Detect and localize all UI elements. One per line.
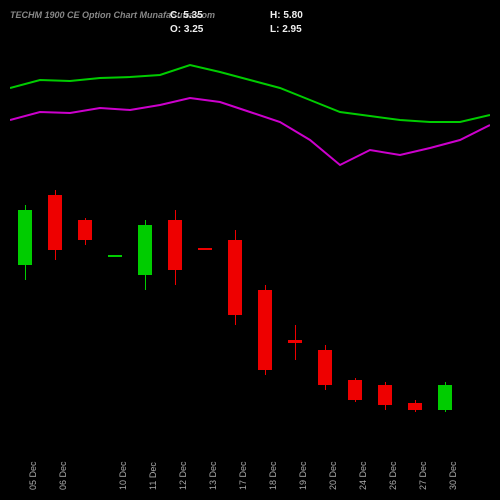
- x-axis-labels: 05 Dec 06 Dec 10 Dec 11 Dec 12 Dec 13 Dec 17 D…: [10, 455, 490, 495]
- x-axis-label: 10 Dec: [118, 461, 128, 490]
- candle-body: [138, 225, 152, 275]
- candle-body: [408, 403, 422, 410]
- x-axis-label: 19 Dec: [298, 461, 308, 490]
- candle-body: [168, 220, 182, 270]
- x-axis-label: 26 Dec: [388, 461, 398, 490]
- x-axis-label: 11 Dec: [148, 462, 158, 490]
- x-axis-label: 13 Dec: [208, 461, 218, 490]
- ohlc-high: H: 5.80: [270, 10, 303, 21]
- x-axis-label: 27 Dec: [418, 461, 428, 490]
- ohlc-low: L: 2.95: [270, 24, 302, 35]
- x-axis-label: 12 Dec: [178, 461, 188, 490]
- x-axis-label: 20 Dec: [328, 461, 338, 490]
- candle-body: [258, 290, 272, 370]
- candle-body: [18, 210, 32, 265]
- option-chart: TECHM 1900 CE Option Chart MunafaSutra.c…: [0, 0, 500, 500]
- candle-body: [318, 350, 332, 385]
- candle-body: [378, 385, 392, 405]
- candle-body: [348, 380, 362, 400]
- plot-area: [10, 50, 490, 450]
- candle-body: [288, 340, 302, 343]
- candle-body: [48, 195, 62, 250]
- x-axis-label: 30 Dec: [448, 461, 458, 490]
- x-axis-label: 17 Dec: [238, 461, 248, 490]
- ohlc-close: C: 5.35: [170, 10, 203, 21]
- x-axis-label: 05 Dec: [28, 461, 38, 490]
- x-axis-label: 06 Dec: [58, 461, 68, 490]
- candle-body: [228, 240, 242, 315]
- candle-body: [78, 220, 92, 240]
- candle-body: [108, 255, 122, 257]
- x-axis-label: 24 Dec: [358, 461, 368, 490]
- x-axis-label: 18 Dec: [268, 461, 278, 490]
- ohlc-open: O: 3.25: [170, 24, 203, 35]
- candle-body: [438, 385, 452, 410]
- candle-body: [198, 248, 212, 250]
